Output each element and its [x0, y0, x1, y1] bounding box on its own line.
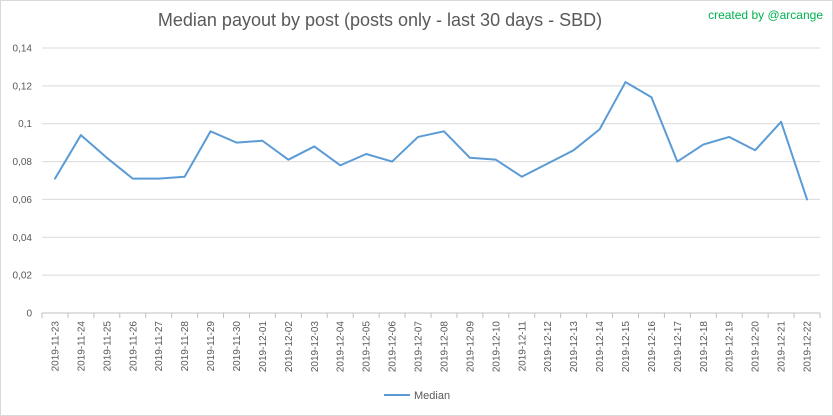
x-tick-label: 2019-12-21 — [777, 321, 788, 373]
data-point — [805, 197, 809, 201]
data-point — [624, 80, 628, 84]
data-point — [675, 160, 679, 164]
data-point — [649, 95, 653, 99]
watermark: created by @arcange — [708, 8, 823, 22]
data-point — [209, 129, 213, 133]
x-tick-label: 2019-11-25 — [102, 321, 113, 372]
x-tick-label: 2019-11-30 — [232, 321, 243, 372]
x-tick-label: 2019-12-16 — [647, 321, 658, 373]
data-point — [131, 177, 135, 181]
y-tick-label: 0,1 — [18, 119, 32, 130]
data-point — [105, 156, 109, 160]
data-point — [572, 148, 576, 152]
y-tick-label: 0 — [26, 309, 32, 320]
data-point — [727, 135, 731, 139]
x-tick-label: 2019-12-08 — [439, 321, 450, 373]
data-point — [753, 148, 757, 152]
x-tick-label: 2019-12-07 — [414, 321, 425, 373]
data-point — [598, 127, 602, 131]
x-tick-label: 2019-12-01 — [258, 321, 269, 373]
x-tick-label: 2019-12-15 — [621, 321, 632, 373]
data-point — [520, 175, 524, 179]
x-tick-label: 2019-12-04 — [336, 321, 347, 373]
x-tick-label: 2019-12-13 — [569, 321, 580, 373]
x-tick-label: 2019-12-18 — [699, 321, 710, 373]
data-point — [260, 139, 264, 143]
x-tick-label: 2019-12-11 — [517, 321, 528, 372]
data-point — [79, 133, 83, 137]
x-tick-label: 2019-11-24 — [76, 321, 87, 372]
data-point — [546, 161, 550, 165]
x-tick-label: 2019-12-10 — [491, 321, 502, 373]
x-tick-label: 2019-12-14 — [595, 321, 606, 373]
y-tick-label: 0,14 — [13, 44, 33, 55]
x-tick-label: 2019-12-02 — [284, 321, 295, 373]
data-point — [494, 158, 498, 162]
data-point — [701, 143, 705, 147]
x-tick-label: 2019-12-09 — [465, 321, 476, 373]
y-tick-label: 0,12 — [13, 81, 33, 92]
data-point — [468, 156, 472, 160]
x-tick-label: 2019-11-26 — [128, 321, 139, 372]
y-tick-label: 0,06 — [13, 195, 33, 206]
data-point — [183, 175, 187, 179]
data-point — [235, 141, 239, 145]
data-point — [442, 129, 446, 133]
x-tick-label: 2019-12-06 — [388, 321, 399, 373]
x-tick-label: 2019-12-12 — [543, 321, 554, 373]
x-tick-label: 2019-12-20 — [751, 321, 762, 373]
legend-label: Median — [414, 390, 450, 402]
data-point — [416, 135, 420, 139]
y-tick-label: 0,04 — [13, 233, 33, 244]
data-point — [338, 163, 342, 167]
x-tick-label: 2019-11-28 — [180, 321, 191, 372]
y-tick-label: 0,02 — [13, 271, 33, 282]
x-tick-label: 2019-11-27 — [154, 321, 165, 372]
x-tick-label: 2019-12-03 — [310, 321, 321, 373]
x-tick-label: 2019-11-29 — [206, 321, 217, 372]
chart-title: Median payout by post (posts only - last… — [157, 10, 603, 30]
x-tick-label: 2019-12-05 — [362, 321, 373, 373]
y-tick-label: 0,08 — [13, 157, 33, 168]
data-point — [779, 120, 783, 124]
x-tick-label: 2019-12-19 — [725, 321, 736, 373]
x-tick-label: 2019-12-17 — [673, 321, 684, 373]
data-point — [157, 177, 161, 181]
data-point — [53, 177, 57, 181]
data-point — [312, 144, 316, 148]
series-line-median — [53, 81, 809, 201]
x-tick-label: 2019-11-23 — [50, 321, 61, 372]
x-tick-label: 2019-12-22 — [803, 321, 814, 373]
data-point — [364, 152, 368, 156]
data-point — [390, 160, 394, 164]
data-point — [286, 158, 290, 162]
